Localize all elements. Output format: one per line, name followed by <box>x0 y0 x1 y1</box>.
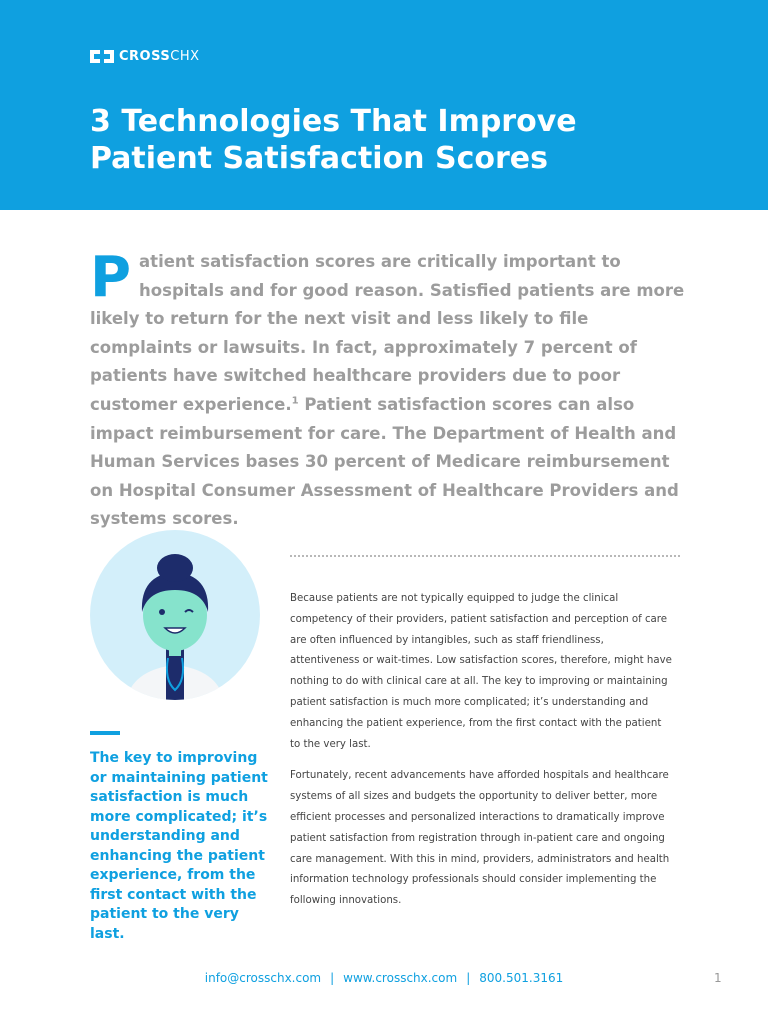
header: CROSS CHX 3 Technologies That Improve Pat… <box>0 0 768 210</box>
paragraph: Because patients are not typically equip… <box>290 593 672 750</box>
title-line: Patient Satisfaction Scores <box>90 141 548 176</box>
pull-quote: The key to improving or maintaining pati… <box>90 750 268 942</box>
title-line: 3 Technologies That Improve <box>90 104 577 139</box>
title: 3 Technologies That Improve Patient Sati… <box>90 103 577 177</box>
intro-text: atient satisfaction scores are criticall… <box>90 252 685 414</box>
logo-light: CHX <box>170 49 200 64</box>
divider <box>290 555 680 557</box>
accent-dash <box>90 731 120 735</box>
logo: CROSS CHX <box>90 49 200 64</box>
separator: | <box>466 971 471 985</box>
website[interactable]: www.crosschx.com <box>343 971 458 985</box>
avatar <box>90 530 260 700</box>
page-number: 1 <box>714 971 722 985</box>
email[interactable]: info@crosschx.com <box>204 971 322 985</box>
paragraph: Fortunately, recent advancements have af… <box>290 770 670 907</box>
intro-text: Patient satisfaction scores can also imp… <box>90 394 679 529</box>
body: Because patients are not typically equip… <box>290 589 674 923</box>
logo-bold: CROSS <box>119 49 171 64</box>
footnote-ref: 1 <box>291 395 299 407</box>
phone: 800.501.3161 <box>479 971 564 985</box>
drop-cap: P <box>90 245 132 310</box>
footer: info@crosschx.com | www.crosschx.com | 800.5… <box>0 971 768 985</box>
logo-icon <box>90 50 114 63</box>
separator: | <box>330 971 335 985</box>
